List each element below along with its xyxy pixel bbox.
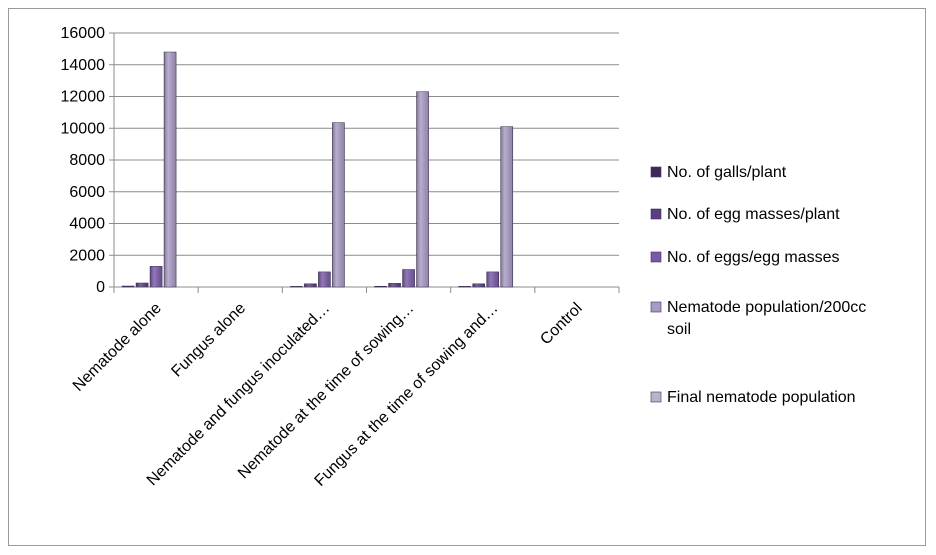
legend-label: Final nematode population <box>667 389 856 406</box>
bar <box>149 266 163 288</box>
legend-swatch <box>650 251 662 263</box>
legend-item: Final nematode population <box>650 389 856 406</box>
legend-item: Nematode population/200cc soil <box>650 299 866 338</box>
x-category-label: Control <box>537 300 585 348</box>
legend-label: No. of eggs/egg masses <box>667 249 840 266</box>
bar-shade <box>136 283 149 287</box>
bar <box>402 269 415 288</box>
y-tick-label: 4000 <box>69 216 105 233</box>
bar-shade <box>164 52 177 287</box>
bar-fill <box>458 286 472 288</box>
bar <box>135 282 149 288</box>
legend-label: No. of galls/plant <box>667 164 787 181</box>
chart-frame: 0 2000 4000 6000 8000 10000 12000 14000 16000 Nem… <box>8 8 926 546</box>
bar-fill <box>374 285 387 288</box>
legend-swatch <box>650 301 662 313</box>
y-tick-label: 0 <box>96 279 105 296</box>
bar-fill <box>290 286 303 288</box>
bar-shade <box>500 126 513 287</box>
x-category-label: Nematode alone <box>70 300 165 395</box>
y-tick-label: 2000 <box>69 247 105 264</box>
bar-shade <box>304 283 317 287</box>
bar-shade <box>486 271 499 287</box>
bar <box>163 51 177 288</box>
y-tick-label: 12000 <box>61 89 106 106</box>
legend-item: No. of egg masses/plant <box>650 206 840 223</box>
x-category-label: Nematode at the time of sowing… <box>235 300 417 482</box>
legend-swatch <box>650 166 662 178</box>
bars <box>121 51 514 288</box>
axes <box>109 32 620 293</box>
x-category-label: Nematode and fungus inoculated… <box>144 300 333 489</box>
bar-shade <box>388 283 401 287</box>
bar <box>388 283 401 288</box>
bar <box>374 285 387 288</box>
legend: No. of galls/plant No. of egg masses/plan… <box>650 164 866 406</box>
legend-swatch <box>650 208 662 220</box>
bar <box>304 283 317 288</box>
x-category-label: Fungus at the time of sowing and… <box>312 300 502 490</box>
bar <box>458 286 472 288</box>
bar-shade <box>150 266 163 287</box>
bar <box>332 122 345 288</box>
y-tick-label: 14000 <box>61 57 106 74</box>
legend-swatch <box>650 391 662 403</box>
bar <box>472 283 486 288</box>
y-tick-label: 16000 <box>61 25 106 42</box>
bar-shade <box>332 122 345 287</box>
bar <box>318 271 331 288</box>
bar-shade <box>318 271 331 287</box>
legend-label: Nematode population/200cc soil <box>667 299 866 338</box>
bar-chart: 0 2000 4000 6000 8000 10000 12000 14000 16000 Nem… <box>61 25 867 490</box>
bar <box>486 271 500 288</box>
bar <box>500 126 514 288</box>
y-tick-label: 10000 <box>61 120 106 137</box>
bar <box>416 91 429 288</box>
bar <box>290 286 303 288</box>
y-tick-label: 8000 <box>69 152 105 169</box>
gridlines <box>114 32 619 256</box>
bar-shade <box>416 91 429 287</box>
legend-item: No. of eggs/egg masses <box>650 249 840 266</box>
bar-fill <box>121 285 135 288</box>
bar-shade <box>472 283 485 287</box>
legend-item: No. of galls/plant <box>650 164 787 181</box>
x-category-label: Fungus alone <box>168 300 249 381</box>
y-tick-label: 6000 <box>69 184 105 201</box>
bar <box>121 285 135 288</box>
legend-label: No. of egg masses/plant <box>667 206 840 223</box>
bar-shade <box>402 269 415 287</box>
